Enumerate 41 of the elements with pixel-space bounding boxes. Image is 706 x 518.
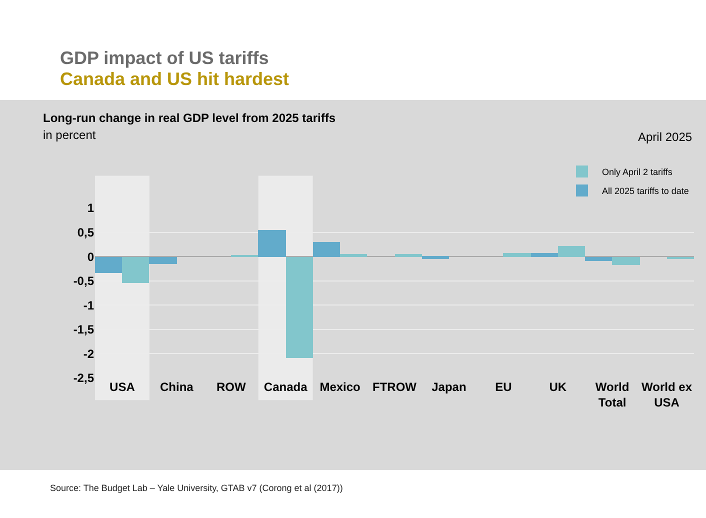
bar: [395, 254, 422, 257]
chart-title: GDP impact of US tariffs: [60, 48, 270, 69]
x-tick-label: Japan: [432, 380, 466, 394]
y-tick-label: 0: [87, 250, 94, 264]
bar: [313, 242, 340, 257]
y-tick-label: 0,5: [77, 225, 94, 240]
source-note: Source: The Budget Lab – Yale University, GTAB v7 (Corong et al (2017)): [50, 483, 343, 493]
bar: [95, 257, 122, 273]
x-tick-label: Mexico: [320, 380, 360, 394]
x-tick-label: Canada: [264, 380, 308, 394]
x-tick-label: China: [160, 380, 194, 394]
x-tick-label: FTROW: [372, 380, 418, 394]
y-tick-label: -2: [83, 346, 94, 361]
bar: [531, 253, 558, 257]
y-tick-label: -0,5: [73, 274, 94, 288]
x-tick-label: UK: [549, 380, 567, 394]
bar: [558, 246, 585, 257]
bar: [340, 254, 367, 257]
x-tick-label: EU: [495, 380, 512, 394]
bar: [258, 230, 286, 257]
y-tick-label: -1: [83, 298, 94, 312]
legend-label: Only April 2 tariffs: [602, 167, 673, 178]
bar: [503, 253, 531, 257]
y-axis-title: in percent: [43, 128, 96, 142]
bar: [422, 256, 449, 259]
x-tick-label: World Total: [595, 380, 630, 410]
bar: [122, 257, 149, 283]
x-tick-label: USA: [110, 380, 136, 394]
bar: [585, 257, 612, 261]
x-tick-label: ROW: [216, 380, 246, 394]
y-tick-label: -1,5: [73, 322, 94, 337]
y-tick-label: -2,5: [73, 371, 94, 386]
bar: [286, 257, 313, 358]
text: Long-run change in real GDP level from 2025 tariffs: [43, 111, 336, 125]
bar: [612, 257, 640, 265]
text: April 2025: [638, 130, 692, 144]
chart-subtitle: Canada and US hit hardest: [60, 69, 290, 90]
y-tick-label: 1: [87, 201, 94, 216]
x-tick-label: World ex USA: [642, 380, 692, 410]
bar: [149, 257, 177, 264]
legend-label: All 2025 tariffs to date: [602, 186, 689, 196]
